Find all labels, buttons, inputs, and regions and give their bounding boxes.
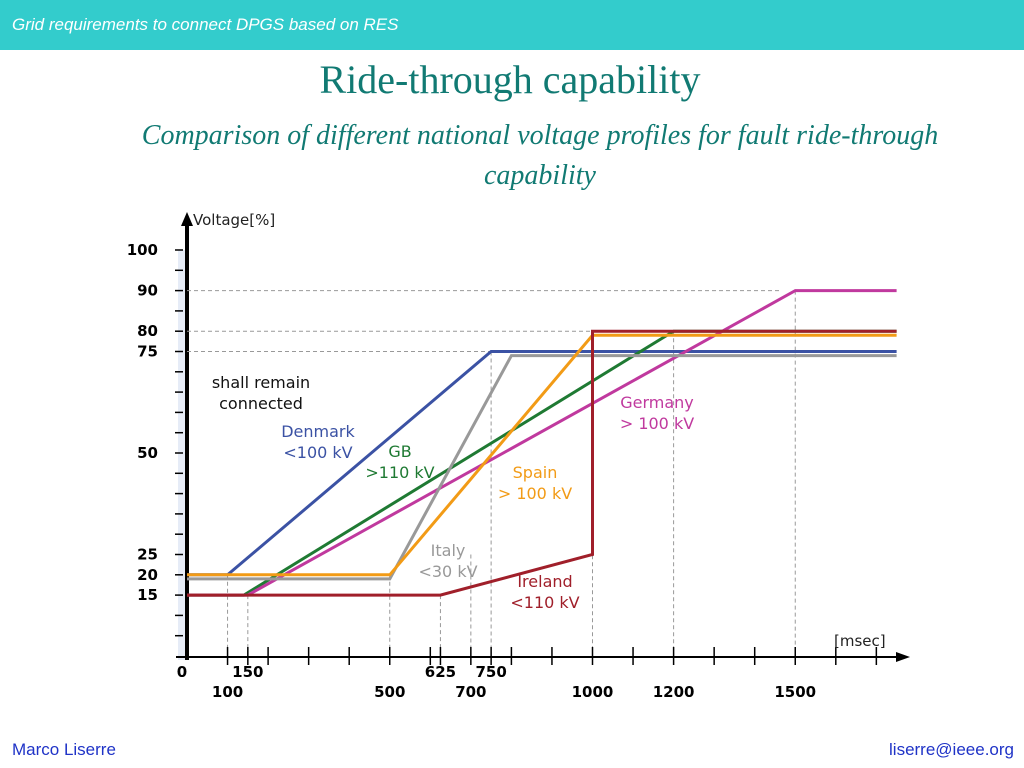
y-tick-label: 100 [127, 241, 158, 259]
y-axis-label: Voltage[%] [193, 211, 275, 229]
x-axis-label: [msec] [834, 632, 886, 650]
series-label-gb: GB [388, 442, 411, 461]
y-axis-shade [178, 250, 188, 660]
y-tick-label: 50 [137, 444, 158, 462]
y-tick-label: 25 [137, 546, 158, 564]
voltage-profile-chart: 1520255075809010001001505006257007501000… [127, 211, 910, 701]
footer-email[interactable]: liserre@ieee.org [889, 740, 1014, 759]
series-label-gb: >110 kV [365, 463, 434, 482]
y-tick-label: 15 [137, 586, 158, 604]
x-tick-label: 700 [455, 683, 486, 701]
top-banner: Grid requirements to connect DPGS based … [0, 0, 1024, 50]
series-label-spain: Spain [513, 463, 558, 482]
chart-container: 15 20 25 50 75 80 90 100 0 100 150 500 625 700 750 1000… [0, 200, 1024, 720]
x-tick-label: 750 [475, 663, 506, 681]
x-tick-label: 500 [374, 683, 405, 701]
x-tick-label: 0 [177, 663, 187, 681]
series-label-ireland: <110 kV [510, 593, 579, 612]
slide-title: Ride-through capability [319, 57, 701, 102]
y-tick-label: 75 [137, 343, 158, 361]
series-label-ireland: Ireland [517, 572, 572, 591]
x-tick-label: 1000 [572, 683, 614, 701]
series-label-italy: <30 kV [418, 562, 477, 581]
x-tick-label: 150 [232, 663, 263, 681]
y-tick-label: 90 [137, 282, 158, 300]
series-label-denmark: Denmark [281, 422, 355, 441]
series-label-germany: > 100 kV [620, 414, 694, 433]
series-line-ireland [187, 329, 897, 597]
y-tick-label: 20 [137, 566, 158, 584]
x-axis-arrow [896, 652, 910, 662]
series-line-spain [187, 333, 897, 577]
series-label-italy: Italy [431, 541, 466, 560]
slide-subtitle: Comparison of different national voltage… [141, 120, 939, 191]
series-line-italy [187, 354, 897, 581]
x-tick-label: 1500 [774, 683, 816, 701]
series-label-germany: Germany [620, 393, 694, 412]
annotation-line-2: connected [219, 394, 303, 413]
y-axis-arrow [181, 212, 193, 226]
series-label-spain: > 100 kV [498, 484, 572, 503]
banner-text: Grid requirements to connect DPGS based … [12, 15, 399, 34]
x-tick-label: 625 [425, 663, 456, 681]
annotation-line-1: shall remain [212, 373, 310, 392]
footer-author: Marco Liserre [12, 740, 116, 759]
x-tick-label: 1200 [653, 683, 695, 701]
x-tick-label: 100 [212, 683, 243, 701]
y-tick-label: 80 [137, 322, 158, 340]
series-label-denmark: <100 kV [283, 443, 352, 462]
